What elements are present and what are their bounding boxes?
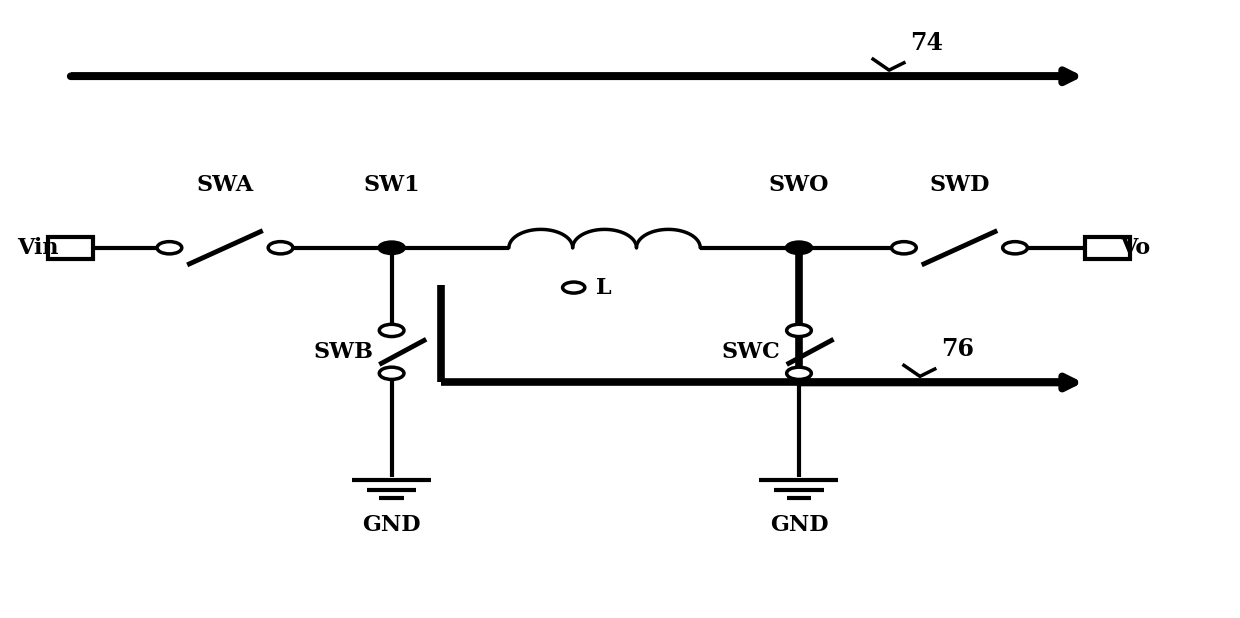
Text: 74: 74	[910, 31, 944, 55]
Circle shape	[157, 242, 182, 254]
Text: SWC: SWC	[722, 341, 780, 363]
Circle shape	[268, 242, 293, 254]
Text: L: L	[596, 277, 611, 298]
Circle shape	[378, 241, 405, 255]
Text: SWD: SWD	[929, 174, 990, 196]
Circle shape	[379, 324, 404, 337]
Text: SWA: SWA	[196, 174, 253, 196]
Circle shape	[785, 241, 812, 255]
Circle shape	[892, 242, 916, 254]
Circle shape	[1003, 242, 1028, 254]
Text: SWO: SWO	[769, 174, 830, 196]
Text: 76: 76	[941, 337, 973, 361]
Circle shape	[786, 367, 811, 379]
Text: GND: GND	[770, 514, 828, 536]
Text: Vin: Vin	[17, 237, 58, 259]
Text: SW1: SW1	[363, 174, 420, 196]
Text: GND: GND	[362, 514, 420, 536]
Circle shape	[786, 324, 811, 337]
Text: Vo: Vo	[1120, 237, 1151, 259]
Text: SWB: SWB	[314, 341, 373, 363]
Circle shape	[379, 367, 404, 379]
Circle shape	[563, 282, 585, 293]
